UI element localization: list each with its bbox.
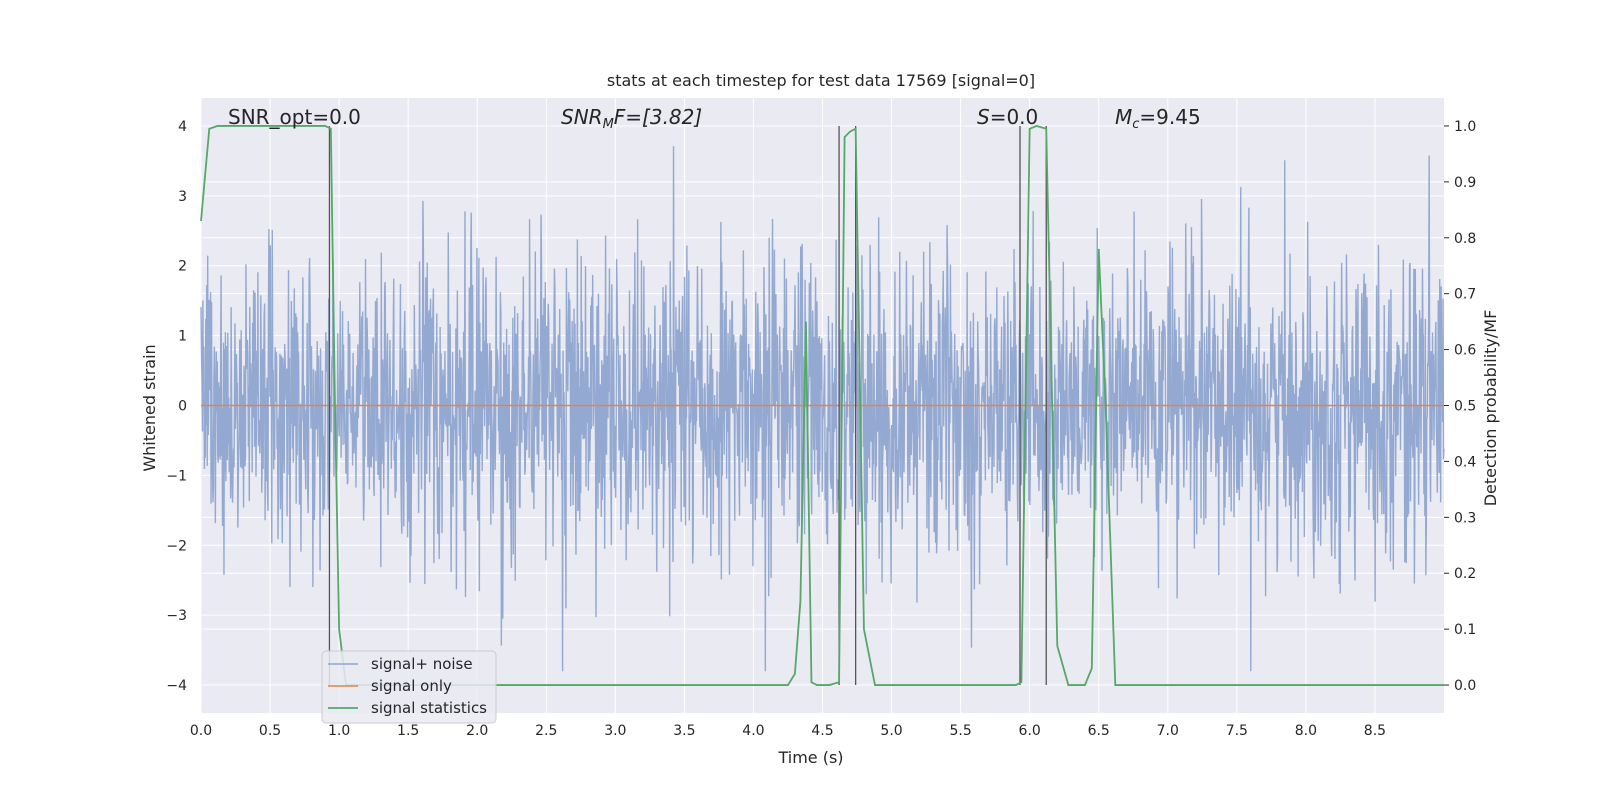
left-y-tick-label: −1 bbox=[166, 468, 187, 484]
x-tick-label: 2.5 bbox=[535, 723, 557, 739]
right-y-tick-label: 0.2 bbox=[1454, 566, 1476, 582]
left-y-tick-label: 4 bbox=[178, 119, 187, 135]
x-tick-label: 5.0 bbox=[880, 723, 902, 739]
x-tick-label: 4.0 bbox=[742, 723, 764, 739]
signal-statistics-series bbox=[200, 124, 1444, 686]
signal-plus-noise-series bbox=[200, 146, 1445, 672]
x-tick-label: 2.0 bbox=[466, 723, 488, 739]
right-y-tick-label: 0.7 bbox=[1454, 287, 1476, 303]
annotation-mc: Mc=9.45 bbox=[1115, 105, 1201, 132]
left-y-tick-label: −2 bbox=[166, 538, 187, 554]
x-tick-label: 5.5 bbox=[949, 723, 971, 739]
left-y-tick-label: 3 bbox=[178, 189, 187, 205]
left-y-tick-label: 2 bbox=[178, 259, 187, 275]
x-tick-label: 7.0 bbox=[1157, 723, 1179, 739]
legend: signal+ noise signal only signal statist… bbox=[321, 650, 497, 724]
annotation-mc-sub: c bbox=[1132, 117, 1139, 132]
annotation-snr-mf-suffix: F=[3.82] bbox=[614, 105, 702, 129]
right-y-tick-label: 0.3 bbox=[1454, 510, 1476, 526]
x-tick-label: 0.5 bbox=[259, 723, 281, 739]
legend-box bbox=[321, 650, 497, 724]
left-y-tick-label: −3 bbox=[166, 608, 187, 624]
signal-statistics-line bbox=[200, 124, 1444, 686]
right-y-tick-label: 0.8 bbox=[1454, 231, 1476, 247]
left-y-axis-ticks: −4 −3 −2 −1 0 1 2 3 4 bbox=[166, 119, 187, 694]
x-tick-label: 6.0 bbox=[1019, 723, 1041, 739]
right-y-tick-label: 0.5 bbox=[1454, 399, 1476, 415]
annotation-snr-mf-prefix: SNR bbox=[561, 105, 603, 129]
signal-plus-noise-line bbox=[200, 146, 1445, 672]
legend-label-signal-statistics: signal statistics bbox=[371, 699, 487, 717]
annotation-s-prefix: S bbox=[977, 105, 990, 129]
x-tick-label: 3.0 bbox=[604, 723, 626, 739]
x-tick-label: 1.5 bbox=[397, 723, 419, 739]
x-tick-label: 8.5 bbox=[1364, 723, 1386, 739]
chart-title: stats at each timestep for test data 175… bbox=[607, 71, 1035, 90]
legend-label-signal-only: signal only bbox=[371, 677, 452, 695]
x-tick-label: 0.0 bbox=[190, 723, 212, 739]
x-tick-label: 6.5 bbox=[1088, 723, 1110, 739]
annotation-s: S=0.0 bbox=[977, 105, 1038, 129]
x-tick-label: 4.5 bbox=[811, 723, 833, 739]
x-axis-label: Time (s) bbox=[777, 748, 843, 767]
right-y-tick-label: 0.4 bbox=[1454, 454, 1476, 470]
annotation-mc-prefix: M bbox=[1115, 105, 1132, 129]
right-y-tick-label: 0.0 bbox=[1454, 678, 1476, 694]
x-tick-label: 3.5 bbox=[673, 723, 695, 739]
x-axis-ticks: 0.0 0.5 1.0 1.5 2.0 2.5 3.0 3.5 4.0 4.5 5.0 5.5 6.0 6… bbox=[190, 723, 1386, 739]
right-y-axis-ticks: 0.0 0.1 0.2 0.3 0.4 0.5 0.6 0.7 0.8 0.9 1.0 bbox=[1444, 119, 1476, 694]
right-y-tick-label: 1.0 bbox=[1454, 119, 1476, 135]
right-y-tick-label: 0.9 bbox=[1454, 175, 1476, 191]
vertical-markers bbox=[328, 125, 1047, 686]
right-y-tick-label: 0.6 bbox=[1454, 343, 1476, 359]
annotation-s-suffix: =0.0 bbox=[990, 105, 1039, 129]
right-y-tick-label: 0.1 bbox=[1454, 622, 1476, 638]
annotation-snr-mf: SNRMF=[3.82] bbox=[561, 105, 702, 132]
x-tick-label: 8.0 bbox=[1295, 723, 1317, 739]
left-y-axis-label: Whitened strain bbox=[140, 344, 159, 471]
x-tick-label: 7.5 bbox=[1226, 723, 1248, 739]
annotation-snr-mf-sub: M bbox=[603, 117, 614, 132]
annotation-snr-opt: SNR_opt=0.0 bbox=[228, 105, 361, 129]
right-y-axis-label: Detection probability/MF bbox=[1481, 310, 1500, 507]
left-y-tick-label: 1 bbox=[178, 329, 187, 345]
left-y-tick-label: 0 bbox=[178, 399, 187, 415]
x-tick-label: 1.0 bbox=[328, 723, 350, 739]
legend-label-signal-noise: signal+ noise bbox=[371, 655, 473, 673]
annotation-mc-suffix: =9.45 bbox=[1139, 105, 1200, 129]
left-y-tick-label: −4 bbox=[166, 678, 187, 694]
